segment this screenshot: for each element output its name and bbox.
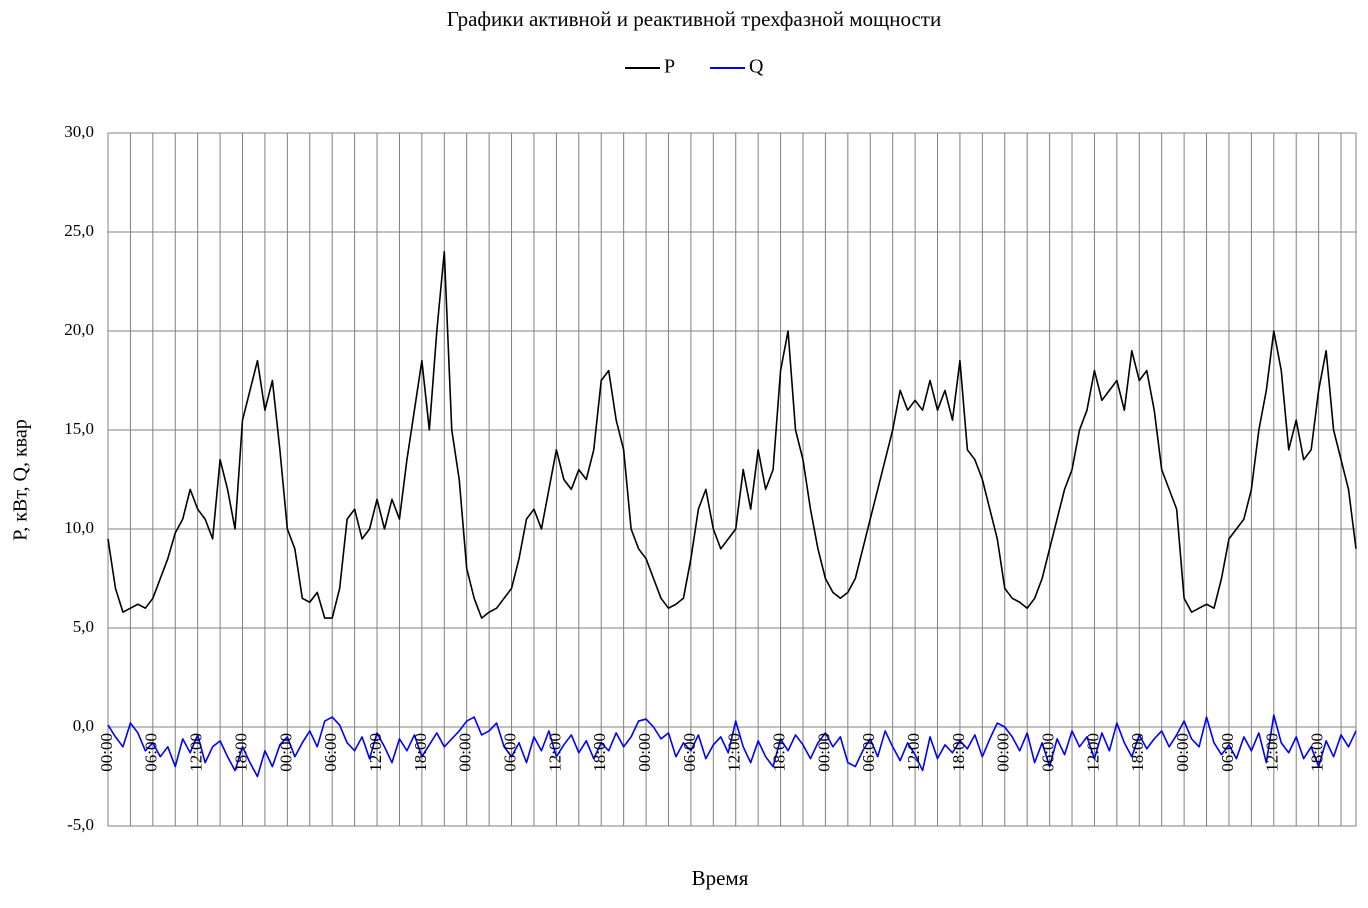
labels: -5,0 0,0 5,0 10,0 15,0 20,0 25,0 30,0 00:00 06:00…: [64, 122, 1326, 834]
y-tick-label: 20,0: [64, 320, 94, 339]
x-tick-label: 00:00: [814, 733, 833, 772]
x-tick-label: 12:00: [187, 733, 206, 772]
series-line: [107, 714, 1357, 778]
y-axis-label: P, кВт, Q, квар: [10, 419, 32, 540]
x-tick-label: 06:00: [859, 733, 878, 772]
x-tick-label: 06:00: [1218, 733, 1237, 772]
x-tick-label: 18:00: [231, 733, 250, 772]
chart-title: Графики активной и реактивной трехфазной…: [447, 7, 941, 31]
legend-label: P: [664, 56, 675, 78]
x-tick-label: 18:00: [949, 733, 968, 772]
series-line: [107, 251, 1357, 619]
x-tick-label: 18:00: [411, 733, 430, 772]
x-tick-label: 12:00: [1263, 733, 1282, 772]
x-tick-label: 06:00: [680, 733, 699, 772]
legend-label: Q: [749, 56, 764, 78]
y-tick-label: 5,0: [73, 617, 94, 636]
x-tick-label: 00:00: [97, 733, 116, 772]
y-tick-label: -5,0: [67, 815, 94, 834]
x-tick-label: 12:00: [725, 733, 744, 772]
x-tick-label: 18:00: [1308, 733, 1327, 772]
x-tick-label: 06:00: [142, 733, 161, 772]
x-tick-label: 00:00: [1173, 733, 1192, 772]
x-tick-label: 06:00: [1039, 733, 1058, 772]
plot-area: [107, 132, 1357, 827]
y-tick-label: 0,0: [73, 716, 94, 735]
y-tick-label: 25,0: [64, 221, 94, 240]
x-tick-label: 12:00: [366, 733, 385, 772]
x-tick-label: 18:00: [590, 733, 609, 772]
x-tick-label: 00:00: [994, 733, 1013, 772]
x-tick-label: 12:00: [545, 733, 564, 772]
x-tick-label: 12:00: [904, 733, 923, 772]
x-tick-label: 06:00: [321, 733, 340, 772]
grid: [107, 132, 1357, 827]
y-tick-label: 10,0: [64, 518, 94, 537]
y-tick-label: 30,0: [64, 122, 94, 141]
x-tick-label: 18:00: [1128, 733, 1147, 772]
x-axis-label: Время: [692, 866, 749, 890]
x-tick-label: 00:00: [276, 733, 295, 772]
x-tick-label: 00:00: [456, 733, 475, 772]
x-tick-label: 06:00: [500, 733, 519, 772]
x-tick-label: 12:00: [1083, 733, 1102, 772]
x-tick-label: 00:00: [635, 733, 654, 772]
plot-lines: [107, 251, 1357, 778]
y-tick-label: 15,0: [64, 419, 94, 438]
x-tick-label: 18:00: [769, 733, 788, 772]
